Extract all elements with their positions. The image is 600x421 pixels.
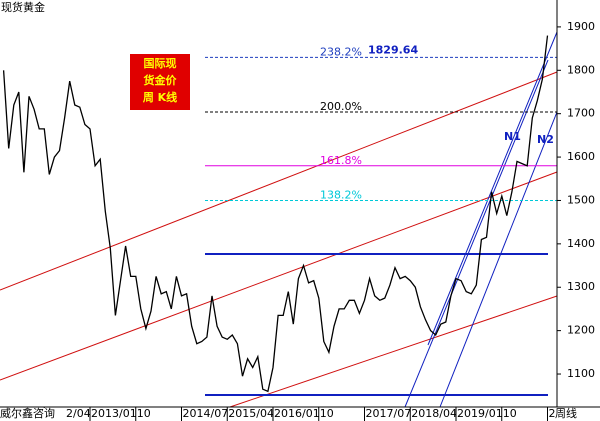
fib-label: 138.2% [320, 188, 362, 201]
axes: 1100 1200 1300 1400 1500 1600 1700 1800 1900 2/04… [43, 20, 595, 421]
x-tick-label: 2/04 [66, 407, 91, 420]
x-tick-label: 2019/01 [457, 407, 503, 420]
x-axis-band [0, 408, 600, 421]
x-tick-label: 10 [320, 407, 334, 420]
channels [0, 31, 558, 408]
red-channel-line [0, 71, 558, 291]
x-tick-label: 2018/04 [411, 407, 457, 420]
badge-box [130, 54, 190, 110]
blue-channel-line [439, 111, 558, 408]
fib-value-label: 1829.64 [368, 43, 418, 56]
x-tick-label: 2 [549, 407, 556, 420]
x-tick-label: 2016/01 [274, 407, 320, 420]
source-bg [0, 408, 64, 421]
badge-text: 国际现 [144, 56, 177, 70]
fib-label: 161.8% [320, 154, 362, 167]
badge-text: 周 K线 [143, 90, 177, 104]
source-label: 威尔鑫咨询 [0, 406, 55, 420]
y-tick-label: 1900 [567, 20, 595, 33]
x-tick-label: 2014/07 [183, 407, 229, 420]
x-tick-label: 2015/04 [228, 407, 274, 420]
y-tick-label: 1100 [567, 367, 595, 380]
blue-channel-line [427, 31, 558, 346]
x-tick-label: 2017/07 [366, 407, 412, 420]
fib-group: 238.2% 200.0% 161.8% 138.2% 1829.64 [205, 43, 557, 201]
plot [2, 35, 549, 393]
annotation: N2 [537, 133, 554, 146]
period-label: 周线 [555, 406, 577, 420]
fib-label: 200.0% [320, 100, 362, 113]
x-tick-label: 10 [137, 407, 151, 420]
blue-channel-line [404, 59, 549, 408]
red-channel-line [0, 171, 558, 381]
chart-title: 现货黄金 [1, 0, 45, 14]
y-tick-label: 1400 [567, 237, 595, 250]
red-channel-line [229, 295, 558, 408]
annotation: N1 [504, 130, 521, 143]
x-tick-label: 10 [503, 407, 517, 420]
y-tick-label: 1200 [567, 324, 595, 337]
y-tick-label: 1700 [567, 107, 595, 120]
y-tick-label: 1800 [567, 63, 595, 76]
y-tick-label: 1500 [567, 193, 595, 206]
x-tick-label: 2013/01 [91, 407, 137, 420]
y-tick-label: 1600 [567, 150, 595, 163]
fib-label: 238.2% [320, 45, 362, 58]
y-tick-label: 1300 [567, 280, 595, 293]
badge-text: 货金价 [143, 73, 178, 87]
price-line [2, 35, 549, 393]
